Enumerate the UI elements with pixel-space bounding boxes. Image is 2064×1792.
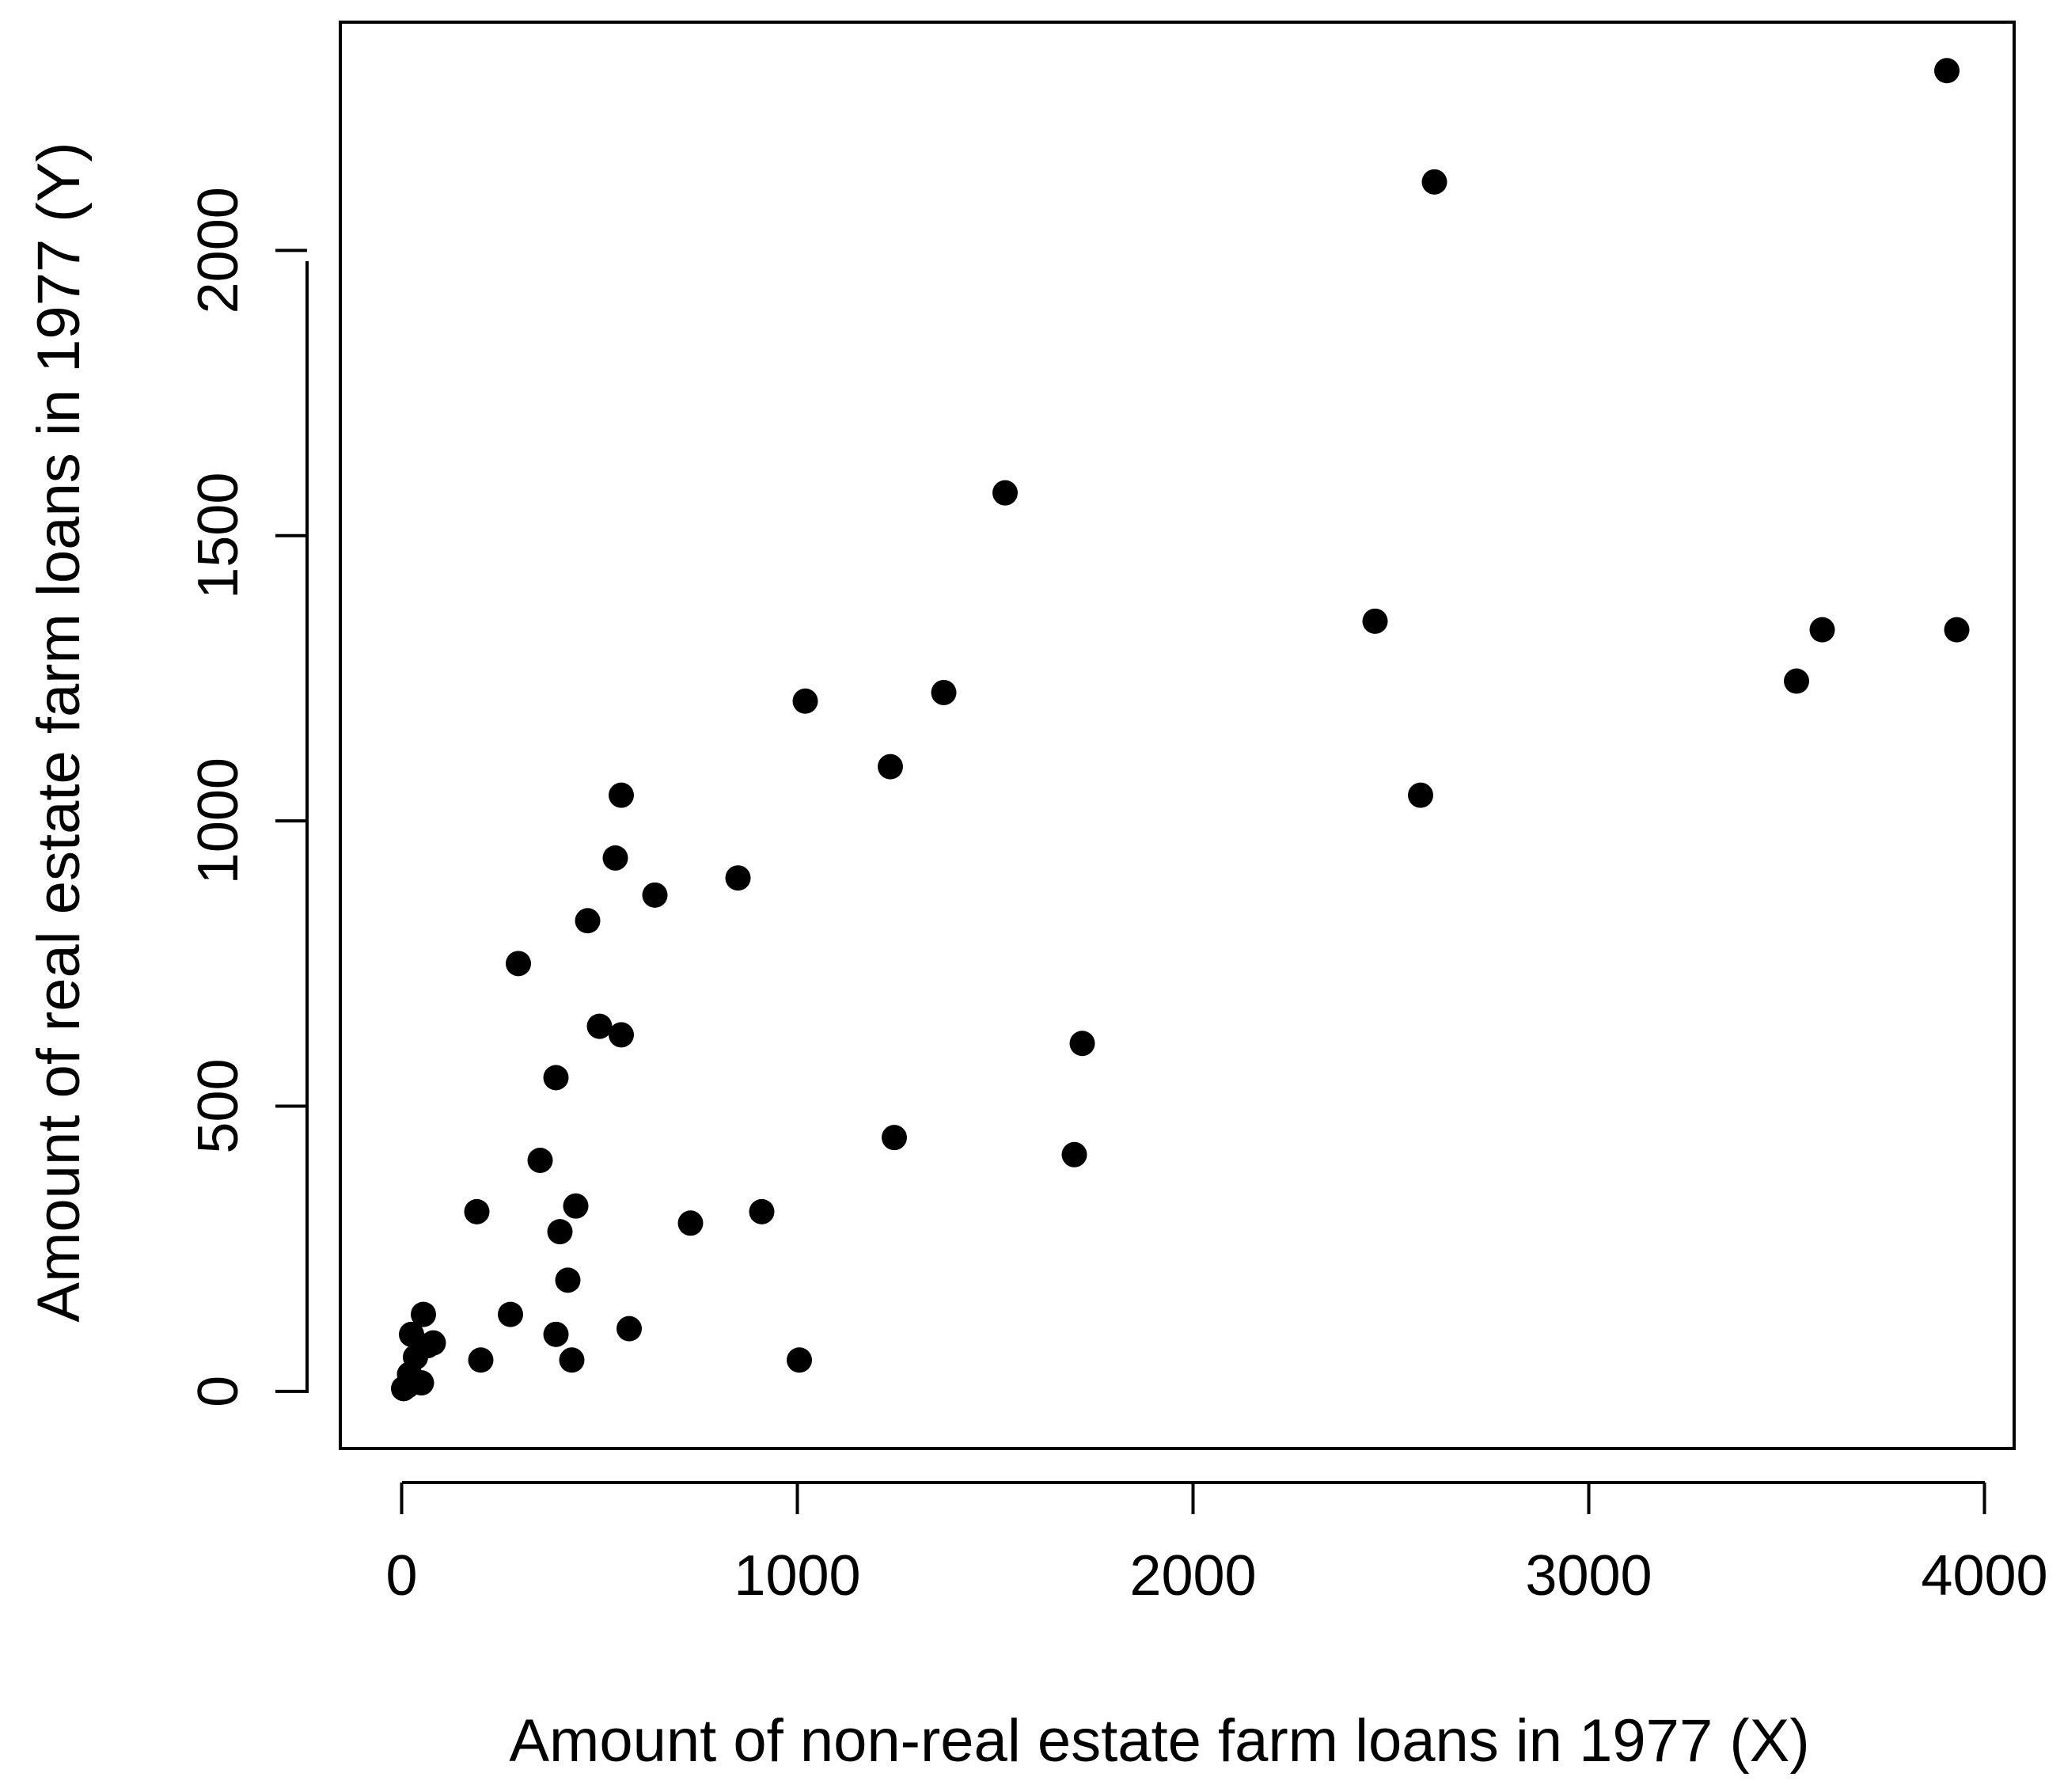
data-point: [792, 688, 818, 714]
data-point: [992, 480, 1018, 506]
data-point: [1934, 58, 1960, 84]
data-point: [1061, 1141, 1087, 1167]
data-point: [609, 1022, 634, 1048]
plot-frame: [339, 21, 2016, 1450]
data-point: [543, 1321, 569, 1347]
data-point: [555, 1267, 581, 1293]
data-point: [931, 679, 957, 705]
data-point: [617, 1316, 642, 1342]
data-point: [609, 782, 634, 808]
data-point: [878, 754, 903, 780]
x-tick-label: 1000: [734, 1544, 860, 1608]
data-point: [498, 1301, 523, 1327]
data-point: [420, 1330, 446, 1356]
x-tick-group: 0 1000 2000 3000 4000: [385, 1483, 2048, 1608]
data-point: [677, 1210, 704, 1236]
data-point: [1809, 617, 1835, 643]
data-point: [1944, 617, 1970, 643]
data-point: [586, 1013, 613, 1039]
data-point: [1362, 608, 1388, 634]
y-tick-label: 1500: [187, 473, 250, 599]
data-point: [543, 1065, 569, 1091]
data-point: [464, 1198, 490, 1224]
x-axis-label: Amount of non-real estate farm loans in …: [509, 1707, 1809, 1775]
y-tick-label: 1000: [187, 757, 250, 884]
data-point: [559, 1347, 585, 1373]
data-point: [1408, 782, 1433, 808]
y-tick-label: 500: [187, 1058, 250, 1153]
data-point: [563, 1193, 589, 1219]
y-tick-label: 0: [187, 1376, 250, 1407]
data-point: [506, 951, 531, 977]
data-point: [527, 1147, 553, 1173]
x-tick-label: 2000: [1129, 1544, 1256, 1608]
data-point: [642, 882, 668, 908]
data-point: [575, 908, 601, 934]
data-point: [1421, 169, 1447, 195]
x-tick-label: 0: [385, 1544, 417, 1608]
data-point: [602, 845, 628, 871]
data-point: [725, 865, 751, 891]
data-point: [749, 1198, 775, 1224]
x-tick-label: 4000: [1921, 1544, 2047, 1608]
data-point: [1069, 1031, 1095, 1057]
data-point: [787, 1347, 812, 1373]
data-point: [411, 1301, 436, 1327]
data-point: [547, 1219, 573, 1245]
y-tick-label: 2000: [187, 187, 250, 313]
y-axis-label: Amount of real estate farm loans in 1977…: [25, 142, 93, 1322]
x-tick-label: 3000: [1525, 1544, 1652, 1608]
data-point: [1784, 668, 1809, 694]
y-tick-group: 0 500 1000 1500 2000: [187, 187, 307, 1407]
data-points: [391, 58, 1970, 1402]
data-point: [408, 1370, 434, 1396]
data-point: [468, 1347, 494, 1373]
data-point: [882, 1125, 907, 1151]
